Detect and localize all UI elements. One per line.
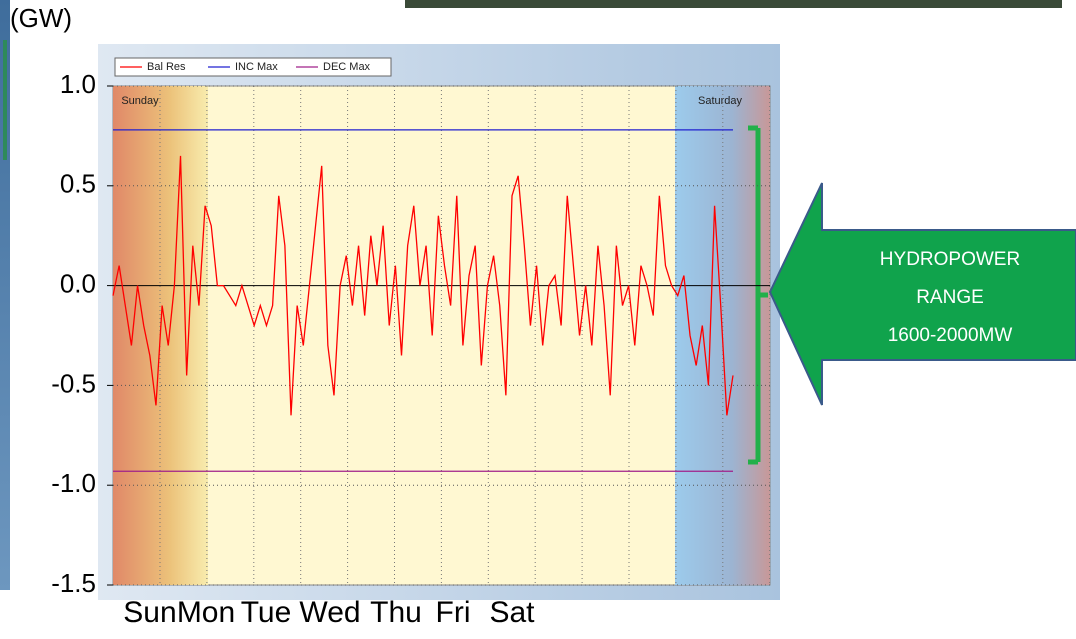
y-tick-label: -0.5 [51,368,96,398]
x-label: Mon [177,596,235,629]
slide: (GW) Sunday Saturday HYDROPOWER RANGE 16… [0,0,1076,639]
y-tick-label: 1.0 [60,69,96,99]
x-label: Tue [241,596,292,629]
y-tick-label: 0.5 [60,169,96,199]
y-tick-label: 0.0 [60,268,96,298]
y-axis-label: (GW) [10,3,72,33]
legend-label: INC Max [235,61,278,73]
callout-text: RANGE [916,287,984,308]
left-accent [3,40,7,160]
x-label: Wed [299,596,360,629]
x-label: Fri [436,596,471,629]
x-label: Sat [489,596,535,629]
annotation: Saturday [698,95,743,107]
x-label: Sun [123,596,176,629]
y-tick-label: -1.0 [51,468,96,498]
page: {"chart_data": {"type": "line", "y_label… [0,0,1076,639]
callout-text: 1600-2000MW [888,325,1013,346]
x-label: Thu [370,596,422,629]
callout-text: HYDROPOWER [880,249,1020,270]
legend-label: DEC Max [323,61,371,73]
legend-label: Bal Res [147,61,186,73]
photo-strip [405,0,1062,8]
annotation: Sunday [121,95,159,107]
y-tick-label: -1.5 [51,568,96,598]
